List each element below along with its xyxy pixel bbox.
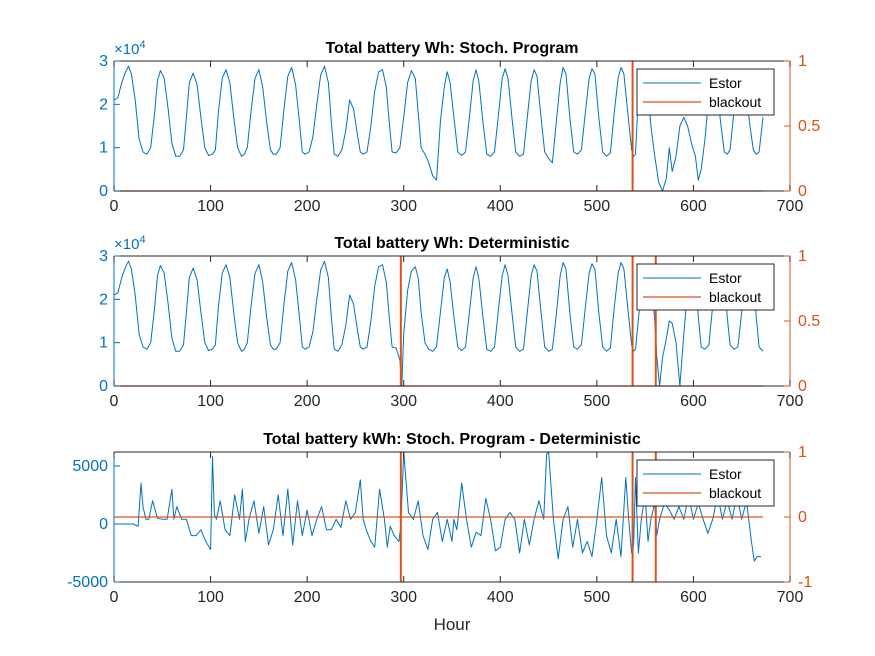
legend-box: [636, 459, 775, 507]
y-right-tick-label: 1: [798, 53, 807, 70]
panel-3: 0 100 200 300 400 500 600 700-500005000-101Tota…: [67, 431, 812, 606]
estor-series-line: [113, 65, 764, 192]
x-tick-label: 300: [390, 393, 417, 410]
y-right-tick-label: -1: [798, 574, 812, 591]
x-tick-label: 500: [584, 198, 611, 215]
x-tick-label: 400: [487, 589, 514, 606]
x-tick-label: 100: [197, 393, 224, 410]
x-tick-label: 0: [110, 589, 119, 606]
y-left-tick-label: 3: [99, 53, 108, 70]
y-right-tick-label: 1: [798, 444, 807, 461]
y-left-tick-label: 0: [99, 516, 108, 533]
y-right-tick-label: 1: [798, 248, 807, 265]
y-left-tick-label: -5000: [67, 574, 108, 591]
y-left-tick-label: 3: [99, 248, 108, 265]
y-right-tick-label: 0: [798, 378, 807, 395]
x-tick-label: 500: [584, 589, 611, 606]
x-tick-label: 600: [680, 198, 707, 215]
legend-box: [636, 263, 775, 311]
y-right-tick-label: 0: [798, 183, 807, 200]
x-tick-label: 300: [390, 198, 417, 215]
legend-blackout-label: blackout: [709, 94, 761, 110]
y-right-tick-label: 0: [798, 509, 807, 526]
x-tick-label: 0: [110, 393, 119, 410]
y-left-tick-label: 1: [99, 140, 108, 157]
y-left-tick-label: 0: [99, 183, 108, 200]
x-tick-label: 0: [110, 198, 119, 215]
x-tick-label: 400: [487, 198, 514, 215]
y-left-exponent-power: 4: [139, 234, 145, 246]
y-left-tick-label: 5000: [72, 458, 108, 475]
panel-title: Total battery Wh: Stoch. Program: [325, 40, 578, 57]
x-tick-label: 500: [584, 393, 611, 410]
y-left-tick-label: 1: [99, 335, 108, 352]
x-tick-label: 100: [197, 198, 224, 215]
legend-blackout-label: blackout: [709, 289, 761, 305]
legend-box: [636, 68, 775, 116]
x-tick-label: 700: [777, 393, 804, 410]
x-tick-label: 200: [294, 393, 321, 410]
legend-estor-label: Estor: [709, 270, 742, 286]
legend: Estor blackout: [636, 68, 775, 116]
legend-estor-label: Estor: [709, 466, 742, 482]
y-right-tick-label: 0.5: [798, 313, 820, 330]
legend: Estor blackout: [636, 459, 775, 507]
x-tick-label: 600: [680, 393, 707, 410]
panel-title: Total battery kWh: Stoch. Program - Dete…: [263, 431, 641, 448]
x-axis-label: Hour: [434, 615, 471, 634]
y-left-exponent-label: ×104: [114, 39, 146, 58]
y-left-exponent-label: ×104: [114, 234, 146, 253]
y-left-tick-label: 2: [99, 291, 108, 308]
x-tick-label: 200: [294, 198, 321, 215]
x-tick-label: 700: [777, 198, 804, 215]
panel-title: Total battery Wh: Deterministic: [334, 235, 569, 252]
legend-blackout-label: blackout: [709, 485, 761, 501]
legend-estor-label: Estor: [709, 75, 742, 91]
x-tick-label: 100: [197, 589, 224, 606]
y-left-tick-label: 2: [99, 96, 108, 113]
y-left-exponent-power: 4: [139, 39, 145, 51]
x-tick-label: 400: [487, 393, 514, 410]
y-right-tick-label: 0.5: [798, 118, 820, 135]
y-left-tick-label: 0: [99, 378, 108, 395]
x-tick-label: 300: [390, 589, 417, 606]
x-tick-label: 700: [777, 589, 804, 606]
x-tick-label: 200: [294, 589, 321, 606]
x-tick-label: 600: [680, 589, 707, 606]
legend: Estor blackout: [636, 263, 775, 311]
